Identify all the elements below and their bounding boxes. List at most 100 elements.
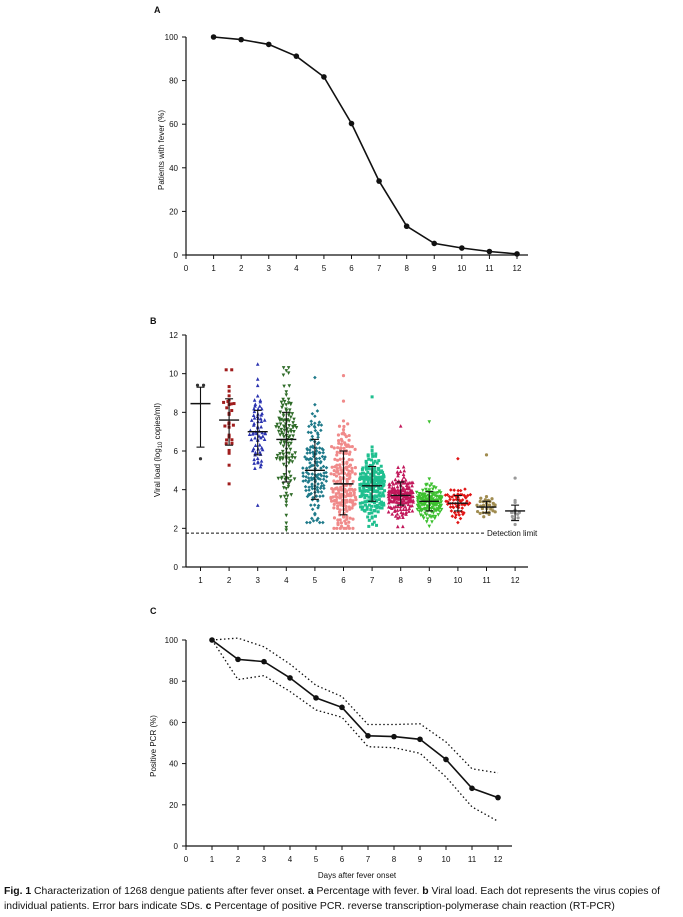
panel-b-data-dot <box>282 494 287 499</box>
panel-b-data-dot <box>367 483 371 487</box>
panel-b-data-dot <box>396 487 400 492</box>
panel-a-data-point <box>431 240 438 247</box>
panel-b-data-dot <box>289 428 293 432</box>
panel-b-data-dot <box>289 415 293 420</box>
panel-b-x-tick-label: 12 <box>511 576 520 585</box>
panel-c-data-point <box>313 695 319 701</box>
panel-b-data-dot <box>372 472 376 476</box>
panel-b-data-dot <box>284 487 289 491</box>
panel-b-data-dot <box>313 421 317 426</box>
panel-b-data-dot <box>284 513 289 518</box>
panel-b-data-dot <box>281 366 286 370</box>
panel-b-data-dot <box>201 383 206 387</box>
panel-b-data-dot <box>380 487 384 491</box>
panel-b-data-dot <box>311 519 316 523</box>
panel-a-y-tick-label: 100 <box>165 33 179 42</box>
panel-a-data-point <box>210 34 217 40</box>
panel-b-data-dot <box>231 423 235 427</box>
panel-b-data-dot <box>255 383 260 388</box>
panel-b-data-dot <box>334 492 338 496</box>
panel-b-data-dot <box>332 516 337 520</box>
panel-b-data-dot <box>289 493 294 497</box>
panel-b-data-dot <box>427 488 432 492</box>
panel-b-data-dot <box>353 488 357 492</box>
panel-b-data-dot <box>367 467 371 471</box>
panel-b-data-dot <box>255 503 260 507</box>
panel-b-data-dot <box>362 479 366 483</box>
panel-b-data-dot <box>450 514 455 519</box>
panel-b-data-dot <box>397 515 402 519</box>
panel-b-data-dot <box>344 504 348 508</box>
panel-b-data-dot <box>313 428 318 433</box>
panel-b-data-dot <box>229 402 233 406</box>
panel-b-data-dot <box>252 461 256 465</box>
panel-b-data-dot <box>345 473 349 477</box>
panel-b-data-dot <box>398 504 403 509</box>
panel-a-y-tick-label: 0 <box>174 251 179 260</box>
panel-b-data-dot <box>434 486 438 490</box>
panel-b-data-dot <box>314 449 319 453</box>
panel-b-data-dot <box>458 516 463 521</box>
panel-b-data-dot <box>367 495 371 499</box>
panel-b-data-dot <box>513 476 517 480</box>
panel-b-data-dot <box>366 489 370 493</box>
panel-a-x-tick-label: 1 <box>211 264 216 273</box>
panel-b-data-dot <box>339 442 344 446</box>
panel-b-data-dot <box>448 505 453 509</box>
panel-b-data-dot <box>378 501 382 505</box>
panel-b-data-dot <box>286 476 290 481</box>
panel-b-data-dot <box>286 482 291 487</box>
panel-b-data-dot <box>377 468 381 472</box>
panel-a-x-tick-label: 7 <box>377 264 382 273</box>
panel-b-data-dot <box>284 521 289 526</box>
panel-b-data-dot <box>371 495 375 499</box>
panel-b-data-dot <box>289 441 293 446</box>
panel-b-data-dot <box>284 491 289 496</box>
panel-c-lower-ci-line <box>211 639 499 822</box>
panel-b-data-dot <box>331 495 335 499</box>
panel-b-data-dot <box>456 488 460 493</box>
panel-b-data-dot <box>280 405 284 410</box>
panel-c-x-axis-title: Days after fever onset <box>318 871 397 880</box>
panel-b-data-dot <box>341 374 346 378</box>
panel-b-data-dot <box>456 505 461 510</box>
panel-b-data-dot <box>367 457 371 461</box>
panel-a-data-point <box>321 74 327 80</box>
panel-b-data-dot <box>374 454 378 458</box>
panel-b-data-dot <box>371 522 375 526</box>
panel-b-data-dot <box>330 465 334 469</box>
panel-b-data-dot <box>361 489 365 493</box>
panel-b-data-dot <box>339 492 344 496</box>
panel-a-x-tick-label: 0 <box>184 264 189 273</box>
panel-c-x-tick-label: 2 <box>236 855 241 864</box>
panel-b-data-dot <box>372 520 376 524</box>
panel-b-data-dot <box>309 491 313 496</box>
panel-b-data-dot <box>311 495 315 500</box>
panel-b-data-dot <box>372 478 376 482</box>
panel-b-data-dot <box>309 419 314 424</box>
panel-b-data-dot <box>323 455 327 459</box>
panel-b-data-dot <box>291 434 295 439</box>
panel-c-y-tick-label: 20 <box>169 801 178 810</box>
panel-b-data-dot <box>286 430 291 435</box>
panel-b-data-dot <box>310 484 314 489</box>
panel-b-data-dot <box>365 485 369 489</box>
panel-b-y-tick-label: 4 <box>174 486 179 495</box>
panel-b-data-dot <box>396 504 400 509</box>
panel-b-data-dot <box>258 398 263 402</box>
panel-b-data-dot <box>321 477 326 482</box>
panel-b-data-dot <box>510 510 514 515</box>
panel-b-data-dot <box>305 447 310 452</box>
panel-b-data-dot <box>433 514 438 519</box>
panel-b-data-dot <box>395 516 400 520</box>
panel-b-data-dot <box>292 430 296 434</box>
panel-b-x-tick-label: 3 <box>255 576 260 585</box>
figure-caption: Fig. 1 Characterization of 1268 dengue p… <box>4 884 680 914</box>
panel-c-x-tick-label: 7 <box>366 855 371 864</box>
panel-b-data-dot <box>395 470 400 474</box>
panel-b-data-dot <box>358 489 362 493</box>
panel-b-data-dot <box>223 424 227 428</box>
panel-b-data-dot <box>335 469 340 473</box>
panel-b-data-dot <box>310 434 315 439</box>
panel-b-data-dot <box>371 461 375 465</box>
